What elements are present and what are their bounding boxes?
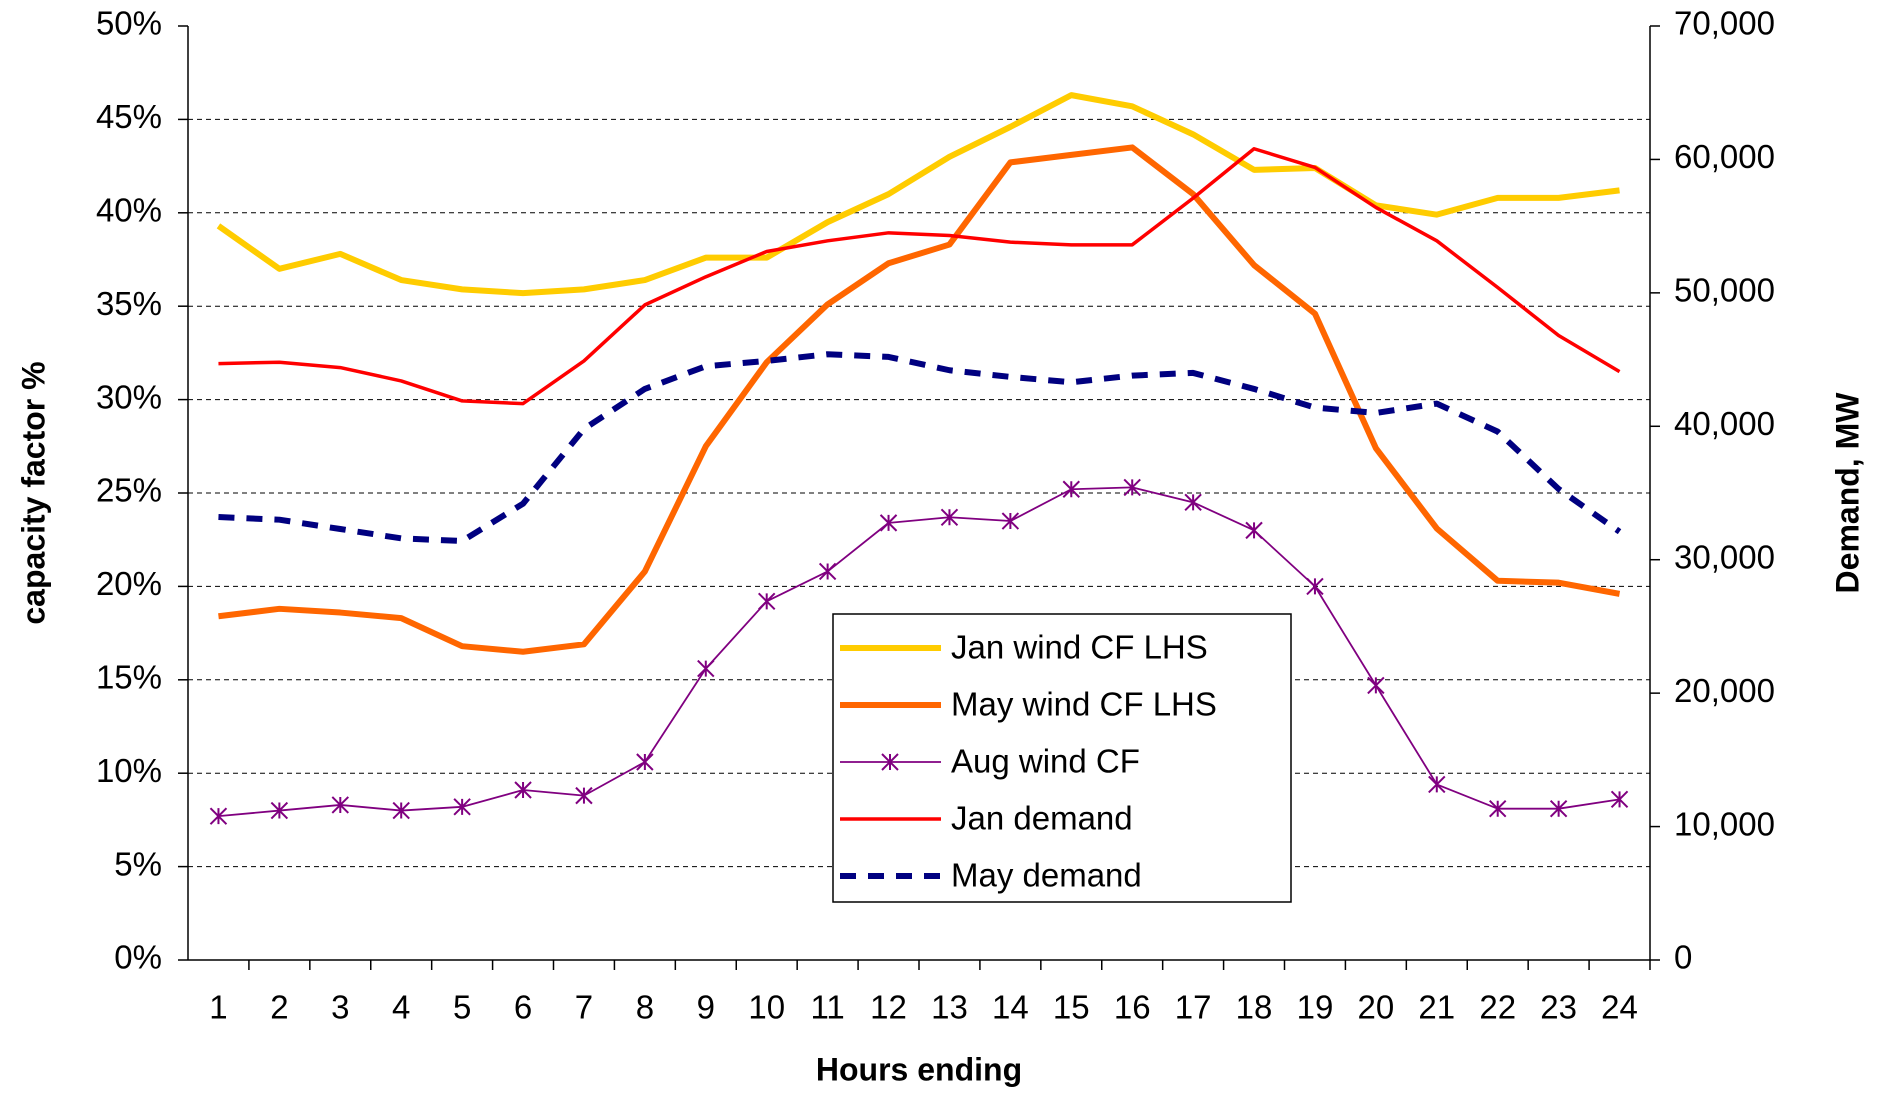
- series-line: [218, 486, 1620, 818]
- data-point: [270, 801, 289, 820]
- y-tick-label: 40%: [96, 192, 162, 229]
- data-point: [209, 807, 228, 825]
- data-point: [1610, 790, 1629, 809]
- x-tick-label: 6: [514, 989, 532, 1026]
- data-point: [1184, 493, 1202, 512]
- x-tick-label: 20: [1358, 989, 1395, 1026]
- series-line: [218, 147, 1621, 406]
- y-axis-title: capacity factor %: [15, 361, 51, 624]
- y-tick-label: 5%: [114, 845, 162, 882]
- x-tick-label: 17: [1175, 989, 1212, 1026]
- y2-tick-label: 20,000: [1674, 672, 1775, 709]
- y-tick-label: 15%: [96, 659, 162, 696]
- x-tick-label: 2: [270, 989, 288, 1026]
- legend-marker: [881, 753, 899, 771]
- x-tick-label: 4: [392, 989, 410, 1026]
- y2-tick-label: 30,000: [1674, 538, 1775, 575]
- data-point: [1489, 799, 1507, 818]
- data-point: [1123, 478, 1141, 497]
- data-point: [1001, 512, 1020, 530]
- y-tick-label: 30%: [96, 378, 162, 415]
- y2-axis-title: Demand, MW: [1829, 392, 1865, 594]
- data-point: [392, 801, 410, 820]
- data-point: [1549, 799, 1568, 818]
- legend-label: May demand: [951, 857, 1142, 894]
- data-point: [818, 562, 837, 581]
- series-line: [218, 144, 1621, 655]
- legend-label: Aug wind CF: [951, 743, 1140, 780]
- data-point: [1062, 480, 1080, 498]
- data-point: [1428, 775, 1446, 794]
- y2-tick-label: 0: [1674, 939, 1692, 976]
- y2-tick-label: 50,000: [1674, 272, 1775, 309]
- x-tick-label: 14: [992, 989, 1029, 1026]
- x-tick-label: 7: [575, 989, 593, 1026]
- data-point: [758, 592, 776, 611]
- x-tick-label: 22: [1479, 989, 1516, 1026]
- data-point: [1367, 676, 1385, 695]
- data-point: [453, 798, 471, 816]
- data-point: [879, 514, 898, 532]
- data-point: [331, 796, 349, 814]
- data-point: [1245, 521, 1263, 540]
- data-point: [636, 753, 654, 771]
- x-tick-label: 12: [870, 989, 907, 1026]
- x-tick-label: 8: [636, 989, 654, 1026]
- data-point: [514, 781, 532, 799]
- x-tick-label: 11: [810, 989, 844, 1026]
- y2-tick-label: 70,000: [1674, 5, 1775, 42]
- data-point: [575, 786, 593, 805]
- legend-label: May wind CF LHS: [951, 686, 1217, 723]
- legend-label: Jan demand: [951, 800, 1133, 837]
- x-tick-label: 3: [331, 989, 349, 1026]
- y2-tick-label: 10,000: [1674, 805, 1775, 842]
- y2-tick-label: 40,000: [1674, 405, 1775, 442]
- x-tick-label: 13: [931, 989, 968, 1026]
- y-tick-label: 45%: [96, 98, 162, 135]
- y-tick-label: 0%: [114, 939, 162, 976]
- x-tick-label: 9: [697, 989, 715, 1026]
- x-tick-label: 1: [209, 989, 227, 1026]
- x-tick-label: 16: [1114, 989, 1151, 1026]
- legend-box: [832, 613, 1292, 903]
- y-tick-label: 10%: [96, 752, 162, 789]
- data-point: [1306, 577, 1324, 596]
- x-tick-label: 5: [453, 989, 471, 1026]
- x-axis-title: Hours ending: [816, 1051, 1022, 1087]
- series-line: [216, 92, 1620, 297]
- y-tick-label: 35%: [96, 285, 162, 322]
- x-tick-label: 23: [1540, 989, 1577, 1026]
- x-tick-label: 21: [1418, 989, 1455, 1026]
- data-point: [940, 508, 959, 526]
- x-tick-label: 19: [1297, 989, 1334, 1026]
- data-point: [697, 659, 715, 678]
- x-tick-label: 10: [748, 989, 785, 1026]
- x-tick-label: 24: [1601, 989, 1638, 1026]
- x-tick-label: 18: [1236, 989, 1273, 1026]
- series-line: [218, 351, 1622, 545]
- y-tick-label: 25%: [96, 472, 162, 509]
- x-tick-label: 15: [1053, 989, 1090, 1026]
- y-tick-label: 50%: [96, 5, 162, 42]
- legend-label: Jan wind CF LHS: [951, 629, 1208, 666]
- y2-tick-label: 60,000: [1674, 138, 1775, 175]
- y-tick-label: 20%: [96, 565, 162, 602]
